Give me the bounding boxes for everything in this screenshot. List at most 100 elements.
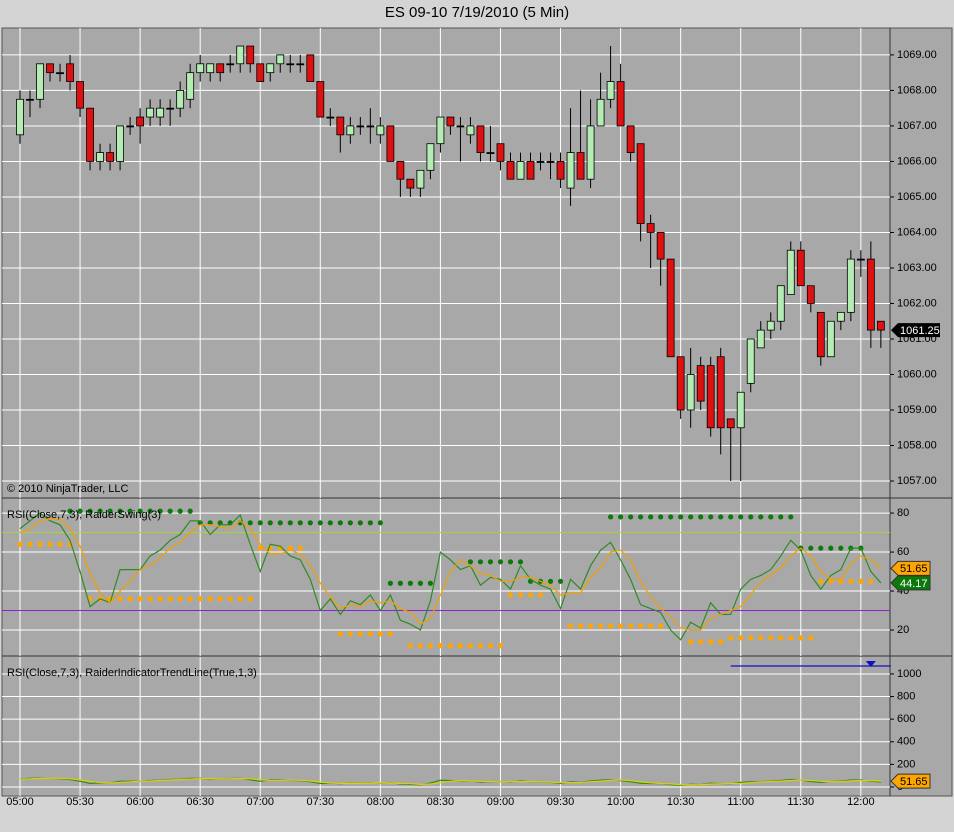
x-tick-label: 06:30: [186, 796, 214, 808]
candle-body: [46, 63, 54, 74]
swing-dot: [698, 639, 704, 645]
candle-body: [556, 161, 565, 180]
candle-body: [176, 90, 185, 109]
swing-dot: [618, 514, 624, 520]
swing-dot: [117, 508, 123, 514]
candle-body: [816, 311, 825, 358]
candle-body: [346, 125, 355, 136]
swing-dot: [107, 508, 113, 514]
swing-dot: [587, 623, 594, 629]
swing-dot: [718, 639, 724, 645]
candle-body: [446, 116, 455, 127]
candle-body: [466, 125, 475, 136]
candle-body: [836, 311, 845, 322]
swing-dot: [858, 578, 864, 584]
swing-dot: [597, 623, 604, 629]
candle-body: [316, 81, 325, 118]
x-tick-label: 07:30: [307, 796, 335, 808]
y-tick-label: 1063.00: [897, 262, 937, 274]
last-price-box: [891, 323, 940, 338]
swing-dot: [247, 596, 253, 602]
swing-dot: [798, 635, 804, 641]
last-value-label-box: [890, 773, 931, 789]
candle-body: [16, 98, 24, 136]
swing-dot: [638, 514, 644, 520]
swing-dot: [748, 635, 754, 641]
swing-dot: [778, 635, 784, 641]
swing-dot: [718, 514, 724, 520]
swing-dot: [447, 643, 454, 649]
swing-dot: [127, 596, 133, 602]
swing-dot: [357, 631, 363, 637]
y-tick-label: 1067.00: [897, 120, 937, 132]
y-tick-label: 60: [897, 546, 909, 558]
swing-dot: [788, 514, 794, 520]
swing-dot: [317, 520, 323, 526]
x-tick-label: 11:00: [727, 796, 754, 808]
swing-dot: [628, 623, 634, 629]
swing-dot: [828, 578, 834, 584]
swing-dot: [167, 596, 173, 602]
candle-body: [116, 125, 124, 162]
y-tick-label: 1059.00: [897, 404, 937, 416]
candle-body: [106, 152, 114, 162]
candle-body: [496, 143, 505, 162]
y-tick-label: 1060.00: [897, 368, 937, 380]
swing-dot: [187, 596, 193, 602]
candle-body: [706, 365, 715, 429]
swing-dot: [818, 545, 824, 551]
candle-body: [146, 107, 155, 118]
swing-dot: [487, 643, 494, 649]
candle-body: [646, 223, 655, 233]
swing-dot: [177, 596, 183, 602]
swing-dot: [708, 514, 714, 520]
swing-dot: [688, 514, 694, 520]
swing-dot: [147, 508, 153, 514]
swing-dot: [367, 520, 373, 526]
candle-body: [776, 285, 785, 322]
swing-dot: [628, 514, 634, 520]
y-tick-label: 80: [897, 507, 909, 519]
swing-dot: [758, 635, 764, 641]
last-price-label: 1061.25: [900, 325, 940, 337]
swing-dot: [157, 596, 163, 602]
candle-body: [796, 249, 805, 287]
swing-dot: [527, 592, 534, 598]
trend-marker: [865, 661, 876, 668]
swing-dot: [327, 520, 333, 526]
swing-dot: [678, 514, 684, 520]
candle-body: [56, 72, 64, 75]
candle-body: [226, 63, 235, 66]
swing-dot: [77, 508, 83, 514]
swing-dot: [557, 578, 564, 584]
swing-dot: [577, 623, 584, 629]
candle-body: [756, 329, 765, 349]
x-tick-label: 05:00: [6, 796, 34, 808]
swing-dot: [547, 578, 554, 584]
swing-dot: [698, 514, 704, 520]
y-tick-label: 1066.00: [897, 155, 937, 167]
swing-dot: [97, 508, 103, 514]
y-tick-label: 1062.00: [897, 297, 937, 309]
candle-body: [86, 107, 94, 162]
swing-dot: [177, 508, 183, 514]
candle-body: [666, 258, 675, 358]
swing-dot: [117, 596, 123, 602]
candle-body: [206, 63, 215, 74]
x-tick-label: 09:30: [547, 796, 575, 808]
swing-dot: [67, 508, 73, 514]
swing-dot: [507, 559, 514, 565]
candle-body: [786, 249, 795, 296]
swing-dot: [197, 520, 203, 526]
swing-dot: [207, 520, 213, 526]
candle-body: [356, 125, 365, 128]
swing-dot: [507, 592, 514, 598]
swing-dot: [868, 578, 874, 584]
swing-dot: [57, 541, 63, 547]
candle-body: [766, 320, 775, 331]
swing-dot: [267, 520, 273, 526]
swing-dot: [37, 541, 43, 547]
candle-body: [426, 143, 435, 171]
y-tick-label: 200: [897, 758, 915, 770]
swing-dot: [768, 514, 774, 520]
